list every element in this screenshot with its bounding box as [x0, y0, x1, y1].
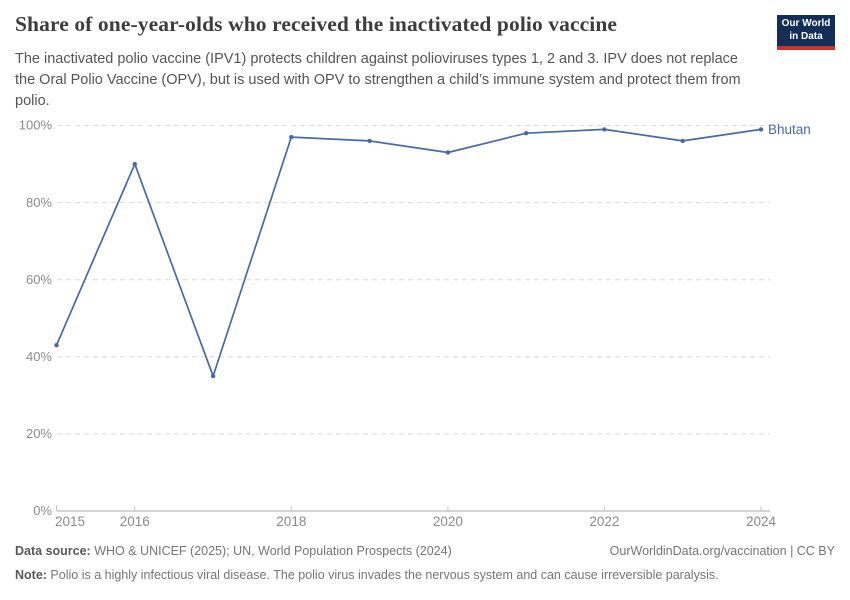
data-point-2019[interactable] [367, 138, 372, 144]
data-point-2020[interactable] [445, 150, 451, 155]
y-axis-label: 60% [26, 272, 52, 287]
y-axis-label: 40% [26, 349, 52, 364]
note-label: Note: [15, 567, 47, 582]
chart-footer: Data source: WHO & UNICEF (2025); UN, Wo… [15, 543, 835, 584]
data-point-2015[interactable] [54, 343, 59, 348]
data-source-label: Data source: [15, 544, 91, 558]
x-axis-label: 2022 [589, 514, 619, 529]
x-axis-label: 2015 [55, 514, 85, 529]
data-point-2018[interactable] [289, 134, 294, 140]
y-axis-label: 0% [33, 503, 52, 518]
data-source-line: Data source: WHO & UNICEF (2025); UN, Wo… [15, 543, 452, 560]
owid-logo-line2: in Data [789, 30, 823, 42]
chart-title: Share of one-year-olds who received the … [15, 12, 618, 36]
data-point-2021[interactable] [524, 131, 529, 136]
owid-logo[interactable]: Our World in Data [777, 15, 835, 50]
chart-subtitle: The inactivated polio vaccine (IPV1) pro… [15, 51, 741, 110]
series-label-bhutan[interactable]: Bhutan [768, 122, 811, 137]
data-point-2017[interactable] [210, 373, 216, 379]
owid-logo-box: Our World in Data [777, 15, 835, 46]
y-axis-label: 20% [26, 426, 52, 441]
data-source-text: WHO & UNICEF (2025); UN, World Populatio… [90, 544, 452, 558]
data-point-2016[interactable] [132, 161, 137, 167]
y-axis-label: 80% [26, 195, 52, 210]
data-point-2023[interactable] [680, 138, 685, 144]
x-axis-label: 2016 [120, 514, 150, 529]
data-point-2022[interactable] [602, 127, 607, 132]
data-point-2024[interactable] [758, 127, 764, 132]
y-axis-label: 100% [19, 118, 53, 133]
license-link[interactable]: OurWorldinData.org/vaccination | CC BY [609, 544, 835, 558]
note-text: Polio is a highly infectious viral disea… [46, 567, 719, 582]
x-axis-label: 2020 [433, 514, 463, 529]
x-axis-label: 2018 [276, 514, 306, 529]
x-axis-label: 2024 [746, 514, 777, 529]
owid-logo-line1: Our World [781, 18, 831, 29]
trend-line-bhutan[interactable] [55, 128, 762, 377]
owid-logo-accent-bar [777, 46, 835, 50]
